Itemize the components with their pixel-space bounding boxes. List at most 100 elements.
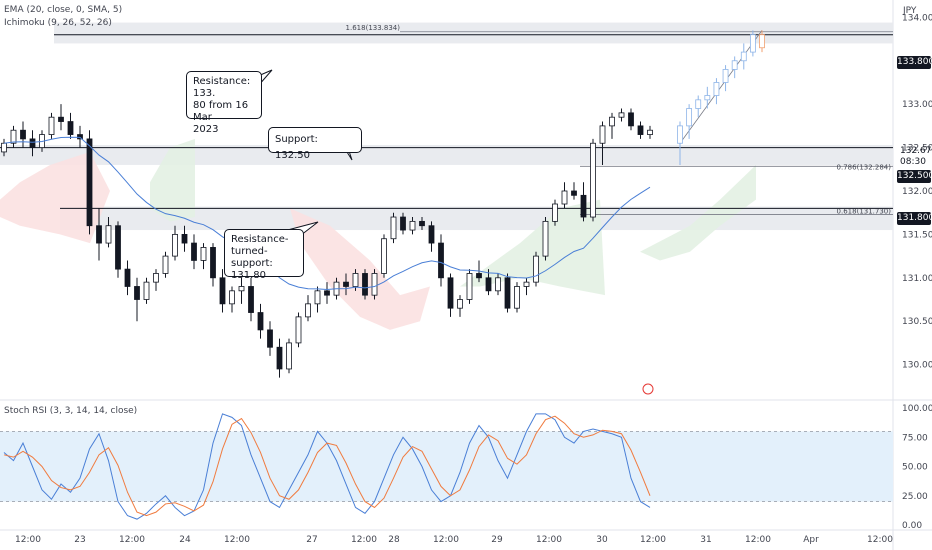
candle-body-28 [267, 329, 273, 348]
x-tick-label-14: 12:00 [745, 535, 771, 545]
candle-body-58 [552, 203, 558, 222]
stoch-rsi-label[interactable]: Stoch RSI (3, 3, 14, 14, close) [4, 406, 138, 416]
candle-42 [400, 212, 406, 235]
candle-23 [219, 269, 226, 313]
ichimoku-cloud-1 [150, 138, 195, 222]
projected-candle-3 [704, 86, 711, 109]
currency-label: JPY [902, 6, 917, 16]
candle-body-1 [10, 129, 17, 144]
candle-21 [200, 243, 207, 270]
candle-body-40 [381, 238, 387, 274]
y-tick-label-4: 132.000 [902, 187, 932, 197]
candle-body-25 [238, 286, 245, 292]
candle-27 [257, 303, 264, 339]
candle-body-48 [457, 299, 463, 309]
annotation-resistance-turned-support[interactable]: Resistance- turned-support: 131.80 [224, 229, 304, 281]
ichimoku-indicator-label[interactable]: Ichimoku (9, 26, 52, 26) [4, 18, 112, 28]
candle-24 [229, 286, 235, 313]
candle-26 [248, 277, 254, 322]
projected-candle-5 [722, 65, 729, 92]
candle-body-3 [29, 138, 36, 148]
candle-49 [466, 269, 473, 304]
candle-6 [58, 104, 64, 131]
projected-body-3 [704, 95, 711, 101]
rsi-tick-label-3: 25.00 [902, 492, 928, 502]
projected-candle-7 [740, 43, 747, 70]
y-tick-label-7: 130.500 [902, 317, 932, 327]
candle-54 [514, 282, 520, 313]
x-tick-label-1: 23 [74, 535, 85, 545]
candle-66 [628, 108, 634, 131]
candle-body-39 [371, 273, 378, 296]
candle-body-45 [428, 225, 435, 244]
candle-body-31 [295, 316, 302, 344]
y-tick-label-2: 133.000 [902, 100, 932, 110]
candle-body-66 [628, 112, 634, 127]
x-tick-label-5: 27 [306, 535, 317, 545]
candle-62 [590, 138, 596, 222]
candle-60 [571, 182, 577, 200]
candle-body-51 [485, 277, 492, 292]
price-tag-131800: 131.800 [897, 212, 932, 225]
x-tick-label-8: 12:00 [433, 535, 459, 545]
projected-body-4 [713, 82, 720, 96]
y-tick-label-0: 134.000 [902, 13, 932, 23]
candle-body-5 [48, 116, 55, 135]
candle-15 [143, 277, 150, 304]
x-tick-label-0: 12:00 [15, 535, 41, 545]
candle-38 [362, 269, 368, 300]
candle-25 [238, 277, 245, 304]
projected-body-6 [731, 60, 738, 70]
candle-body-12 [115, 225, 121, 270]
ema-indicator-label[interactable]: EMA (20, close, 0, SMA, 5) [4, 5, 123, 15]
candle-body-9 [86, 138, 93, 227]
candle-57 [542, 217, 549, 261]
candle-63 [599, 121, 606, 165]
last-price-label: 132.675 [900, 146, 932, 156]
candle-body-65 [618, 112, 625, 118]
candle-43 [409, 217, 416, 235]
candle-8 [77, 125, 83, 148]
candle-61 [580, 182, 587, 222]
support-zone [0, 144, 893, 165]
candle-body-18 [172, 233, 178, 257]
candle-10 [96, 208, 102, 261]
candle-18 [172, 225, 178, 261]
annotation-support[interactable]: Support: 132.50 [268, 127, 362, 161]
candle-body-42 [400, 216, 406, 231]
projected-candle-0 [677, 121, 683, 165]
candle-12 [115, 221, 121, 278]
projected-candle-2 [695, 95, 702, 118]
ichimoku-cloud-2 [290, 208, 430, 330]
candle-body-16 [153, 273, 159, 283]
candle-28 [267, 321, 273, 356]
candle-body-24 [229, 290, 235, 305]
projected-body-5 [722, 69, 729, 83]
projected-body-0 [677, 125, 683, 144]
projected-candle-9 [759, 30, 765, 53]
candle-31 [295, 312, 302, 348]
candle-20 [191, 234, 197, 270]
annotation-resistance-top[interactable]: Resistance: 133. 80 from 16 Mar 2023 [186, 71, 262, 135]
candle-44 [419, 217, 425, 231]
candle-body-6 [58, 116, 64, 122]
candle-29 [276, 338, 283, 378]
candle-body-50 [476, 273, 482, 279]
candle-5 [48, 112, 55, 139]
rsi-tick-label-1: 75.00 [902, 433, 928, 443]
candle-64 [609, 112, 615, 139]
x-tick-label-12: 12:00 [640, 535, 666, 545]
candle-52 [495, 273, 501, 296]
ichimoku-cloud-0 [0, 151, 110, 244]
candle-body-44 [419, 220, 425, 227]
candle-body-17 [162, 255, 169, 274]
countdown-label: 08:30 [900, 157, 926, 167]
candle-body-37 [352, 273, 359, 287]
candle-56 [533, 251, 539, 287]
y-tick-label-5: 131.500 [902, 230, 932, 240]
candle-13 [124, 260, 131, 296]
x-tick-label-9: 29 [491, 535, 503, 545]
candle-body-49 [466, 273, 473, 300]
candle-body-67 [637, 125, 644, 135]
